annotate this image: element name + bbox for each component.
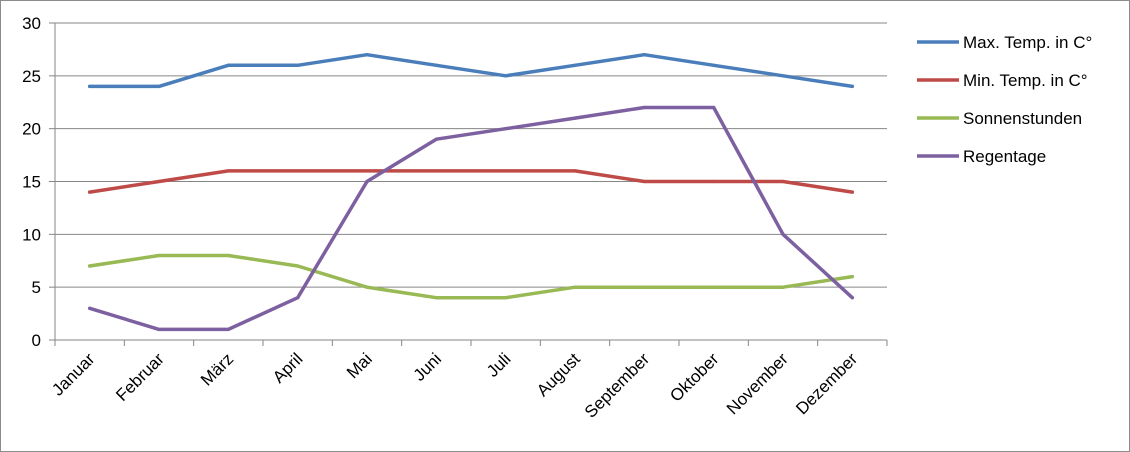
- x-tick-label: März: [197, 349, 237, 389]
- data-point: [88, 264, 92, 268]
- legend-label: Sonnenstunden: [963, 109, 1082, 128]
- gridlines: [55, 22, 887, 288]
- y-tick-label: 5: [32, 278, 41, 297]
- x-tick-label: Juni: [410, 349, 445, 384]
- x-tick-label: Juli: [483, 349, 514, 380]
- data-point: [850, 190, 854, 194]
- x-tick-label: September: [581, 349, 653, 421]
- y-tick-label: 30: [22, 14, 41, 33]
- data-point: [434, 296, 438, 300]
- data-point: [781, 179, 785, 184]
- legend-label: Min. Temp. in C°: [963, 71, 1088, 90]
- data-point: [88, 306, 92, 310]
- data-point: [365, 179, 369, 184]
- legend-label: Max. Temp. in C°: [963, 33, 1092, 52]
- data-point: [712, 105, 716, 110]
- data-point: [573, 169, 577, 173]
- data-point: [434, 169, 438, 173]
- data-point: [365, 169, 369, 173]
- data-point: [296, 296, 300, 300]
- x-tick-label: Oktober: [666, 349, 722, 405]
- y-tick-label: 0: [32, 331, 41, 350]
- data-point: [712, 179, 716, 184]
- legend: Max. Temp. in C° Min. Temp. in C° Sonnenst…: [917, 33, 1092, 166]
- data-point: [850, 275, 854, 279]
- data-point: [157, 84, 161, 88]
- data-point: [226, 169, 230, 173]
- data-point: [296, 63, 300, 67]
- x-tick-label: August: [533, 349, 584, 400]
- data-point: [712, 285, 716, 289]
- data-point: [157, 179, 161, 184]
- data-point: [642, 53, 646, 57]
- series-line-0: [87, 52, 855, 89]
- data-point: [434, 137, 438, 141]
- data-point: [226, 63, 230, 67]
- y-tick-label: 15: [22, 173, 41, 192]
- y-tick-label: 10: [22, 225, 41, 244]
- data-point: [226, 327, 230, 332]
- data-point: [642, 285, 646, 289]
- data-point: [781, 74, 785, 78]
- data-point: [642, 179, 646, 184]
- data-point: [157, 327, 161, 332]
- data-point: [296, 169, 300, 173]
- axes: 0 5 10 15 20 25 30 Januar Februar März April Mai Jun…: [22, 14, 888, 422]
- data-point: [296, 264, 300, 268]
- data-point: [157, 253, 161, 258]
- data-point: [712, 63, 716, 67]
- data-point: [504, 169, 508, 173]
- data-point: [781, 285, 785, 289]
- series-line-1: [87, 169, 855, 194]
- series-line-2: [87, 253, 855, 300]
- data-point: [573, 285, 577, 289]
- series-lines: [87, 52, 855, 332]
- data-point: [88, 84, 92, 88]
- x-tick-label: Mai: [343, 349, 376, 382]
- x-tick-label: Dezember: [792, 349, 861, 418]
- data-point: [573, 116, 577, 120]
- series-line-3: [87, 105, 855, 332]
- data-point: [504, 296, 508, 300]
- data-point: [226, 253, 230, 258]
- x-tick-label: November: [723, 349, 792, 418]
- data-point: [850, 84, 854, 88]
- x-tick-label: April: [269, 349, 306, 386]
- data-point: [365, 53, 369, 57]
- x-tick-label: Januar: [48, 349, 98, 399]
- data-point: [781, 232, 785, 236]
- data-point: [365, 285, 369, 289]
- data-point: [504, 127, 508, 131]
- x-tick-label: Februar: [112, 349, 168, 405]
- data-point: [434, 63, 438, 67]
- data-point: [504, 74, 508, 78]
- y-tick-label: 20: [22, 120, 41, 139]
- data-point: [88, 190, 92, 194]
- y-tick-label: 25: [22, 67, 41, 86]
- data-point: [642, 105, 646, 110]
- data-point: [850, 296, 854, 300]
- data-point: [573, 63, 577, 67]
- legend-label: Regentage: [963, 147, 1046, 166]
